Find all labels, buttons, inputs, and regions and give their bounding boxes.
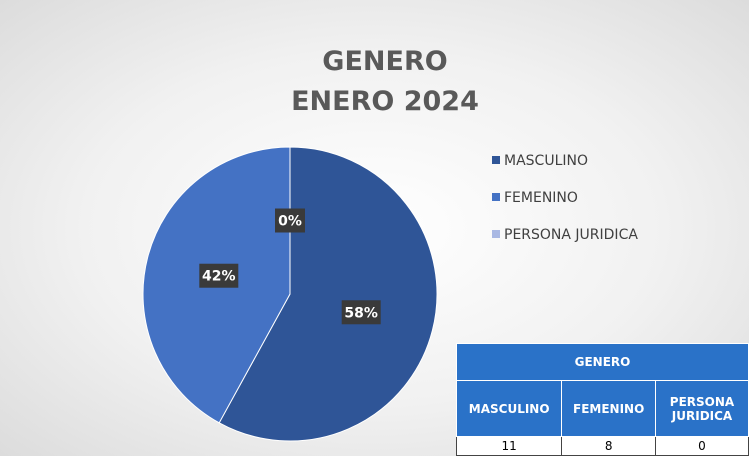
column-header: PERSONA JURIDICA (655, 380, 749, 437)
data-label-box (341, 300, 381, 325)
data-label-box (275, 208, 305, 233)
data-label-box (199, 263, 239, 288)
table-title: GENERO (456, 343, 749, 381)
chart-subtitle: ENERO 2024 (291, 86, 479, 117)
legend-label: MASCULINO (504, 153, 588, 169)
legend-label: FEMENINO (504, 190, 578, 206)
legend-swatch (492, 156, 500, 164)
data-label: 0% (278, 214, 302, 230)
table-cell: 11 (455, 436, 563, 456)
column-header: FEMENINO (561, 380, 656, 437)
data-label: 58% (344, 305, 378, 321)
column-header: MASCULINO (455, 380, 563, 437)
legend-label: PERSONA JURIDICA (504, 227, 638, 243)
table-cell: 0 (655, 436, 749, 456)
chart-title: GENERO (322, 46, 447, 77)
data-table: GENERO MASCULINO FEMENINO PERSONA JURIDI… (455, 343, 749, 456)
legend-swatch (492, 193, 500, 201)
table-cell: 8 (561, 436, 656, 456)
data-label: 42% (202, 269, 236, 285)
pie-slice (218, 146, 438, 442)
legend-swatch (492, 230, 500, 238)
